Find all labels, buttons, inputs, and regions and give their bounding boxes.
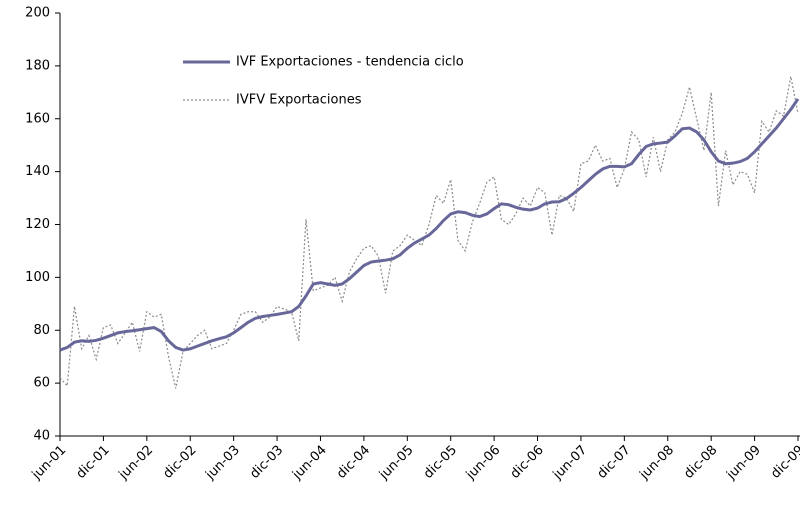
y-tick-label: 120 <box>25 217 50 232</box>
x-tick-label: dic-06 <box>508 443 547 482</box>
y-tick-label: 160 <box>25 111 50 126</box>
x-tick-label: dic-03 <box>247 443 286 482</box>
y-tick-label: 60 <box>33 376 50 391</box>
series-line <box>59 98 800 352</box>
x-tick-label: jun-07 <box>550 443 591 484</box>
x-tick-label: dic-08 <box>681 443 720 482</box>
y-tick-label: 140 <box>25 164 50 179</box>
series-line <box>59 76 799 389</box>
y-tick-label: 40 <box>33 429 50 444</box>
x-tick-label: dic-01 <box>74 443 113 482</box>
y-tick-label: 80 <box>33 323 50 338</box>
x-tick-label: dic-02 <box>160 443 199 482</box>
x-tick-label: dic-05 <box>421 443 460 482</box>
x-tick-label: dic-04 <box>334 443 373 482</box>
x-tick-label: dic-07 <box>595 443 634 482</box>
x-tick-label: jun-09 <box>723 443 764 484</box>
y-tick-label: 100 <box>25 270 50 285</box>
x-tick-label: jun-04 <box>289 443 330 484</box>
x-tick-label: jun-05 <box>376 443 417 484</box>
y-tick-label: 200 <box>25 6 50 21</box>
legend-label: IVFV Exportaciones <box>236 93 362 108</box>
x-tick-label: jun-06 <box>463 443 504 484</box>
legend-label: IVF Exportaciones - tendencia ciclo <box>236 55 464 70</box>
x-tick-label: jun-01 <box>29 443 70 484</box>
x-tick-label: jun-03 <box>202 443 243 484</box>
x-tick-label: jun-02 <box>116 443 157 484</box>
x-tick-label: jun-08 <box>637 443 678 484</box>
x-tick-label: dic-09 <box>768 443 800 482</box>
y-tick-label: 180 <box>25 58 50 73</box>
